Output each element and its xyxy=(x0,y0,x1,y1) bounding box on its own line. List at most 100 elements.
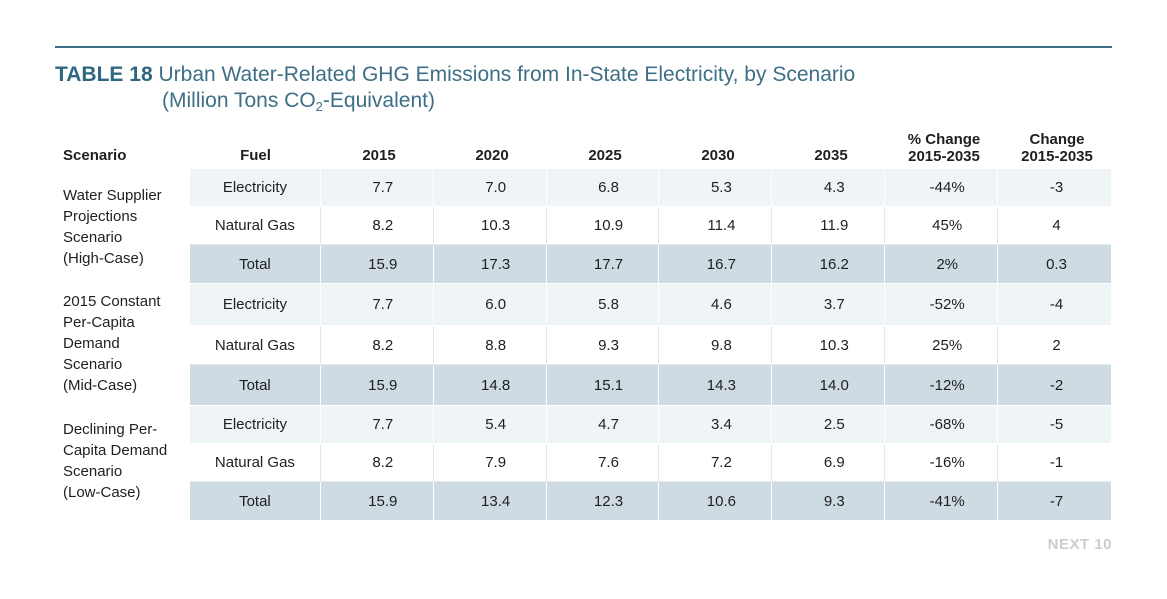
fuel-cell: Total xyxy=(190,482,321,520)
value-cell: 14.0 xyxy=(772,365,886,405)
value-cell: 10.3 xyxy=(434,207,547,244)
value-cell: 6.9 xyxy=(772,444,886,481)
value-cell: 12.3 xyxy=(547,482,660,520)
pct-change-cell: -52% xyxy=(885,284,999,325)
table-row: Natural Gas 8.2 10.3 10.9 11.4 11.9 45% … xyxy=(190,207,1111,245)
value-cell: 7.7 xyxy=(321,284,434,325)
change-cell: 4 xyxy=(1052,217,1061,234)
value-cell: 17.3 xyxy=(434,245,547,283)
table-row-total: Total 15.9 13.4 12.3 10.6 9.3 -41% -7 xyxy=(190,482,1111,521)
table-title: TABLE 18 Urban Water-Related GHG Emissio… xyxy=(55,62,1115,114)
fuel-cell: Electricity xyxy=(190,169,321,206)
header-year-2015: 2015 xyxy=(362,147,396,164)
fuel-cell: Electricity xyxy=(190,406,321,443)
value-cell: 8.2 xyxy=(321,326,434,364)
value-cell: 6.0 xyxy=(434,284,547,325)
value-cell: 7.6 xyxy=(547,444,660,481)
table-number: TABLE 18 xyxy=(55,63,153,86)
change-cell: -7 xyxy=(1049,492,1064,510)
table-row: Electricity 7.7 6.0 5.8 4.6 3.7 -52% -4 xyxy=(190,284,1111,326)
value-cell: 15.9 xyxy=(321,365,434,405)
table-row-total: Total 15.9 14.8 15.1 14.3 14.0 -12% -2 xyxy=(190,365,1111,406)
fuel-cell: Natural Gas xyxy=(190,444,321,481)
fuel-cell: Natural Gas xyxy=(190,326,321,364)
value-cell: 14.8 xyxy=(434,365,547,405)
value-cell: 8.2 xyxy=(321,207,434,244)
header-change: Change 2015-2035 xyxy=(998,131,1116,165)
fuel-cell: Total xyxy=(190,365,321,405)
change-cell: 2 xyxy=(1052,336,1061,354)
value-cell: 7.7 xyxy=(321,406,434,443)
value-cell: 9.3 xyxy=(547,326,660,364)
value-cell: 4.6 xyxy=(659,284,773,325)
value-cell: 4.7 xyxy=(547,406,660,443)
pct-change-cell: -12% xyxy=(885,365,999,405)
value-cell: 5.8 xyxy=(547,284,660,325)
pct-change-cell: -41% xyxy=(885,482,999,520)
header-year-2020: 2020 xyxy=(475,147,509,164)
data-table: Electricity 7.7 7.0 6.8 5.3 4.3 -44% -3 … xyxy=(190,169,1111,521)
value-cell: 3.4 xyxy=(659,406,773,443)
value-cell: 7.2 xyxy=(659,444,773,481)
value-cell: 10.3 xyxy=(772,326,886,364)
value-cell: 15.1 xyxy=(547,365,660,405)
scenario-label-line: Capita Demand xyxy=(63,442,168,459)
scenario-label-line: (Mid-Case) xyxy=(63,377,138,394)
header-pct-change: % Change 2015-2035 xyxy=(885,131,1003,165)
scenario-label-line: 2015 Constant xyxy=(63,293,161,310)
scenario-label-line: Projections xyxy=(63,208,138,225)
pct-change-cell: -44% xyxy=(885,169,999,206)
value-cell: 9.8 xyxy=(659,326,773,364)
table-row: Natural Gas 8.2 8.8 9.3 9.8 10.3 25% 2 xyxy=(190,326,1111,365)
scenario-label-line: Per-Capita xyxy=(63,314,135,331)
value-cell: 11.9 xyxy=(772,207,886,244)
scenario-label-line: (Low-Case) xyxy=(63,484,141,501)
value-cell: 8.2 xyxy=(321,444,434,481)
value-cell: 14.3 xyxy=(659,365,773,405)
table-row-total: Total 15.9 17.3 17.7 16.7 16.2 2% 0.3 xyxy=(190,245,1111,284)
change-cell: -2 xyxy=(1049,376,1064,394)
value-cell: 10.6 xyxy=(659,482,773,520)
change-cell: -1 xyxy=(1049,454,1064,471)
title-line-1: Urban Water-Related GHG Emissions from I… xyxy=(158,63,856,86)
value-cell: 7.7 xyxy=(321,169,434,206)
pct-change-cell: -68% xyxy=(885,406,999,443)
table-row: Natural Gas 8.2 7.9 7.6 7.2 6.9 -16% -1 xyxy=(190,444,1111,482)
header-pct-change-line1: % Change xyxy=(907,131,981,148)
pct-change-cell: 25% xyxy=(885,326,999,364)
value-cell: 16.2 xyxy=(772,245,886,283)
value-cell: 5.4 xyxy=(434,406,547,443)
scenario-label-line: Declining Per- xyxy=(63,421,158,438)
pct-change-cell: -16% xyxy=(885,444,999,481)
value-cell: 17.7 xyxy=(547,245,660,283)
title-unit-pre: (Million Tons CO xyxy=(162,89,316,112)
change-cell: -4 xyxy=(1049,296,1064,313)
value-cell: 11.4 xyxy=(659,207,773,244)
title-line-2: (Million Tons CO2-Equivalent) xyxy=(55,88,1115,114)
value-cell: 5.3 xyxy=(659,169,773,206)
header-year-2035: 2035 xyxy=(814,147,848,164)
fuel-cell: Electricity xyxy=(190,284,321,325)
value-cell: 16.7 xyxy=(659,245,773,283)
value-cell: 3.7 xyxy=(772,284,886,325)
change-cell: -3 xyxy=(1049,179,1064,196)
table-row: Electricity 7.7 7.0 6.8 5.3 4.3 -44% -3 xyxy=(190,169,1111,207)
value-cell: 4.3 xyxy=(772,169,886,206)
table-row: Electricity 7.7 5.4 4.7 3.4 2.5 -68% -5 xyxy=(190,406,1111,444)
title-unit-sub: 2 xyxy=(315,99,323,114)
change-cell: 0.3 xyxy=(1046,255,1067,273)
value-cell: 7.0 xyxy=(434,169,547,206)
header-change-line2: 2015-2035 xyxy=(1021,148,1093,165)
value-cell: 15.9 xyxy=(321,482,434,520)
value-cell: 6.8 xyxy=(547,169,660,206)
header-scenario: Scenario xyxy=(63,147,127,164)
scenario-label-line: Scenario xyxy=(63,356,123,373)
scenario-label-line: Water Supplier xyxy=(63,187,162,204)
value-cell: 15.9 xyxy=(321,245,434,283)
top-rule xyxy=(55,46,1112,48)
value-cell: 8.8 xyxy=(434,326,547,364)
scenario-label-mid: 2015 Constant Per-Capita Demand Scenario… xyxy=(63,291,188,396)
scenario-label-line: Scenario xyxy=(63,229,123,246)
scenario-label-line: Demand xyxy=(63,335,120,352)
value-cell: 7.9 xyxy=(434,444,547,481)
